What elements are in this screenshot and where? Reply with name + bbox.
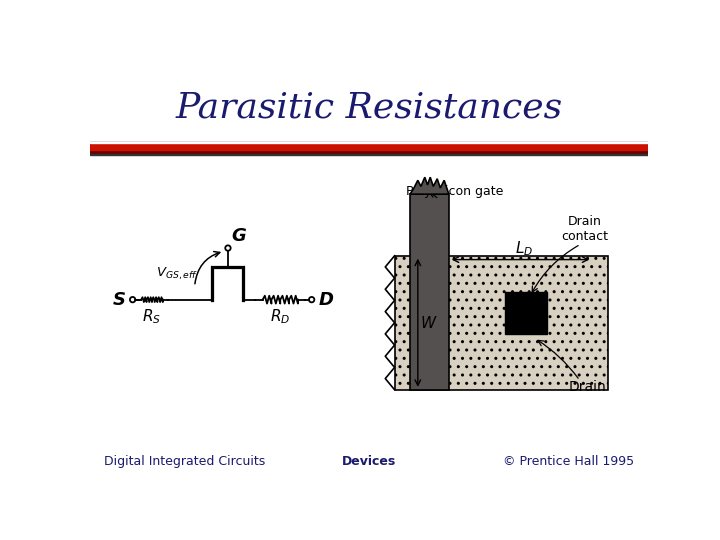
Text: Drain: Drain [569, 380, 606, 394]
Bar [90, 142, 648, 154]
Bar [505, 292, 547, 334]
Bar [90, 154, 648, 156]
Text: $R_S$: $R_S$ [143, 307, 161, 326]
Text: Polysilicon gate: Polysilicon gate [405, 185, 503, 198]
Text: Devices: Devices [342, 455, 396, 468]
Bar [410, 194, 449, 390]
Text: $\boldsymbol{G}$: $\boldsymbol{G}$ [231, 227, 247, 245]
Text: $\boldsymbol{S}$: $\boldsymbol{S}$ [112, 291, 127, 309]
Text: Parasitic Resistances: Parasitic Resistances [176, 90, 562, 124]
Text: $W$: $W$ [420, 315, 438, 330]
Bar [90, 144, 648, 150]
Text: $V_{GS,eff}$: $V_{GS,eff}$ [156, 266, 198, 282]
Text: $\boldsymbol{D}$: $\boldsymbol{D}$ [318, 291, 333, 309]
Text: © Prentice Hall 1995: © Prentice Hall 1995 [503, 455, 634, 468]
Bar [90, 142, 648, 143]
Text: $L_D$: $L_D$ [516, 239, 534, 258]
Bar [395, 256, 608, 390]
Text: $R_D$: $R_D$ [270, 307, 290, 326]
Text: Drain
contact: Drain contact [561, 215, 608, 243]
Text: Digital Integrated Circuits: Digital Integrated Circuits [104, 455, 265, 468]
Polygon shape [410, 177, 449, 194]
